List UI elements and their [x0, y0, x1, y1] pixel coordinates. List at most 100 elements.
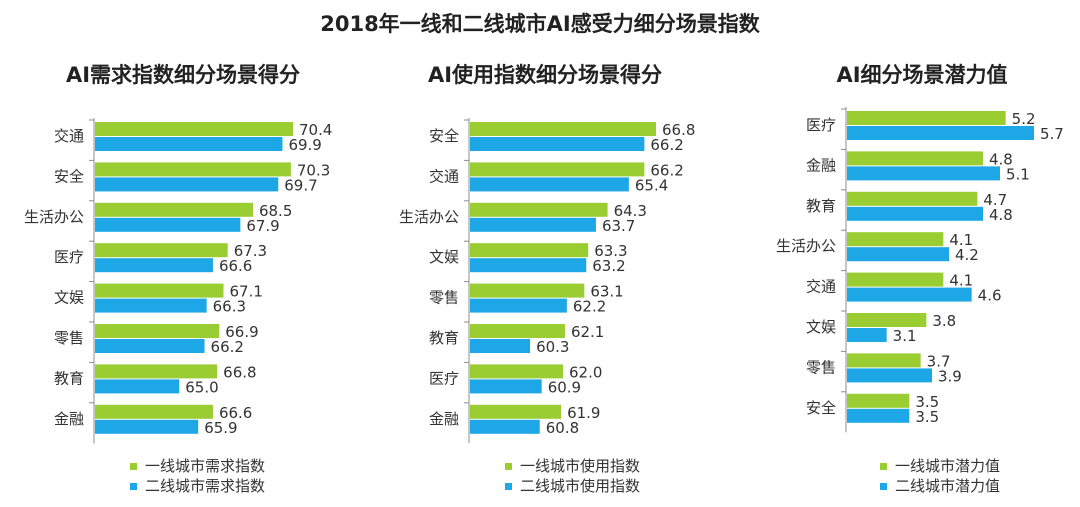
page-title: 2018年一线和二线城市AI感受力细分场景指数 — [320, 12, 760, 36]
legend-item-tier1: 一线城市使用指数 — [505, 456, 640, 476]
data-label-tier2: 67.9 — [246, 217, 279, 235]
bar-tier1 — [847, 393, 910, 408]
bar-tier2 — [847, 408, 910, 423]
legend-item-tier1: 一线城市需求指数 — [130, 456, 265, 476]
data-label-tier2: 65.4 — [635, 176, 668, 194]
bar-tier2 — [847, 166, 1000, 181]
category-label: 安全 — [429, 127, 459, 145]
legend-swatch-tier1 — [505, 462, 512, 470]
data-label-tier2: 3.9 — [938, 367, 962, 385]
panel-title: AI细分场景潜力值 — [836, 63, 1007, 87]
data-label-tier1: 3.5 — [915, 393, 939, 411]
bar-tier2 — [847, 126, 1034, 140]
category-label: 教育 — [54, 369, 84, 387]
data-label-tier2: 63.2 — [592, 257, 625, 275]
bar-tier1 — [95, 243, 228, 258]
bar-tier2 — [95, 339, 205, 353]
data-label-tier1: 63.1 — [590, 283, 623, 301]
data-label-tier1: 4.1 — [949, 272, 973, 290]
data-label-tier2: 65.9 — [204, 419, 237, 437]
bar-tier1 — [95, 202, 253, 217]
legend-item-tier1: 一线城市潜力值 — [880, 456, 1000, 476]
data-label-tier1: 66.2 — [650, 161, 683, 179]
legend-usage: 一线城市使用指数 二线城市使用指数 — [505, 456, 640, 496]
bar-tier1 — [847, 191, 978, 206]
category-label: 医疗 — [429, 369, 459, 387]
bar-tier2 — [95, 217, 241, 232]
bar-tier1 — [470, 364, 563, 379]
data-label-tier1: 4.1 — [949, 231, 973, 249]
data-label-tier2: 66.2 — [211, 338, 244, 356]
data-label-tier2: 5.7 — [1040, 125, 1064, 143]
legend-swatch-tier2 — [880, 482, 887, 490]
legend-item-tier2: 二线城市潜力值 — [880, 476, 1000, 496]
data-label-tier1: 5.2 — [1012, 110, 1036, 128]
category-label: 文娱 — [806, 318, 836, 336]
panel-title: AI需求指数细分场景得分 — [66, 63, 300, 87]
bar-tier1 — [95, 283, 224, 298]
data-label-tier2: 4.8 — [989, 206, 1013, 224]
legend-item-tier2: 二线城市使用指数 — [505, 476, 640, 496]
bar-tier2 — [470, 419, 540, 434]
data-label-tier1: 64.3 — [614, 202, 647, 220]
category-label: 生活办公 — [24, 208, 84, 226]
category-label: 安全 — [806, 399, 836, 417]
bar-tier2 — [470, 379, 542, 394]
bar-tier1 — [847, 111, 1006, 125]
category-label: 安全 — [54, 167, 84, 185]
data-label-tier2: 4.6 — [978, 287, 1002, 305]
data-label-tier2: 63.7 — [602, 217, 635, 235]
data-label-tier2: 5.1 — [1006, 165, 1030, 183]
category-label: 交通 — [54, 127, 84, 145]
data-label-tier2: 69.7 — [284, 176, 317, 194]
category-label: 文娱 — [54, 289, 84, 307]
data-label-tier1: 66.8 — [662, 121, 695, 139]
legend-demand: 一线城市需求指数 二线城市需求指数 — [130, 456, 265, 496]
bar-tier1 — [470, 243, 589, 258]
category-label: 教育 — [429, 329, 459, 347]
bar-tier2 — [847, 206, 983, 221]
data-label-tier2: 60.8 — [546, 419, 579, 437]
bar-tier2 — [95, 419, 199, 434]
data-label-tier1: 66.6 — [219, 404, 252, 422]
category-label: 交通 — [429, 167, 459, 185]
category-label: 零售 — [54, 329, 84, 347]
bar-tier1 — [847, 151, 983, 166]
bar-tier1 — [847, 313, 927, 327]
category-label: 交通 — [806, 278, 836, 296]
data-label-tier2: 69.9 — [288, 136, 321, 154]
data-label-tier2: 60.3 — [536, 338, 569, 356]
category-label: 生活办公 — [776, 237, 836, 255]
category-label: 金融 — [54, 410, 84, 428]
data-label-tier2: 3.5 — [915, 408, 939, 426]
category-label: 医疗 — [54, 248, 84, 266]
data-label-tier1: 67.1 — [229, 283, 262, 301]
data-label-tier1: 61.9 — [567, 404, 600, 422]
bar-tier1 — [95, 324, 220, 338]
category-label: 金融 — [806, 156, 836, 174]
data-label-tier2: 60.9 — [548, 378, 581, 396]
bar-tier1 — [847, 232, 944, 247]
category-label: 零售 — [806, 358, 836, 376]
data-label-tier2: 3.1 — [893, 327, 917, 345]
bar-tier1 — [847, 272, 944, 287]
bar-tier1 — [95, 122, 293, 136]
data-label-tier2: 66.2 — [650, 136, 683, 154]
category-label: 医疗 — [806, 116, 836, 134]
bar-tier1 — [470, 324, 565, 338]
category-label: 教育 — [806, 197, 836, 215]
bar-tier1 — [95, 364, 218, 379]
category-label: 文娱 — [429, 248, 459, 266]
bar-tier2 — [470, 217, 596, 232]
bar-tier2 — [470, 339, 531, 353]
bar-tier2 — [847, 328, 887, 342]
data-label-tier1: 66.9 — [225, 323, 258, 341]
data-label-tier1: 62.0 — [569, 363, 602, 381]
data-label-tier1: 3.8 — [932, 312, 956, 330]
data-label-tier1: 70.3 — [297, 161, 330, 179]
legend-label-tier1: 一线城市潜力值 — [895, 457, 1001, 475]
bar-tier2 — [95, 177, 279, 192]
bar-tier1 — [470, 202, 608, 217]
bar-tier2 — [95, 258, 213, 273]
data-label-tier1: 62.1 — [571, 323, 604, 341]
